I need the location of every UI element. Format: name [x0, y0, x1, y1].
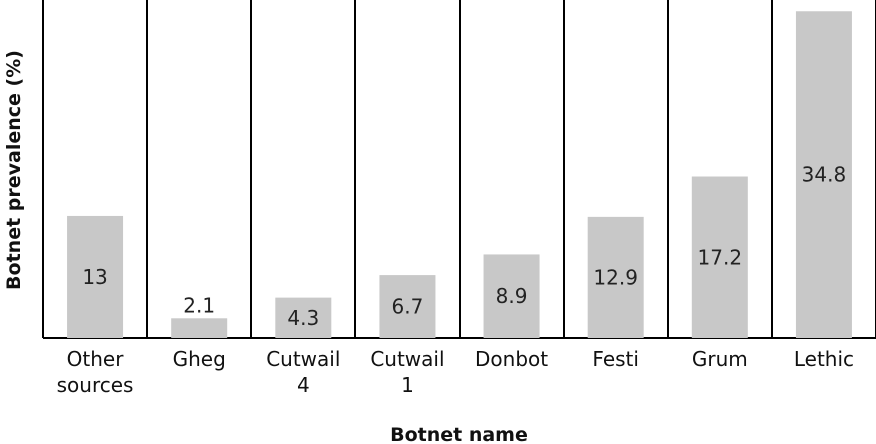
- x-tick-label: Cutwail 1: [370, 347, 444, 397]
- x-tick-label: Other sources: [57, 347, 134, 397]
- bar: [483, 254, 540, 338]
- value-label: 17.2: [698, 245, 743, 269]
- value-label: 6.7: [392, 295, 424, 319]
- bars-layer: [67, 11, 852, 339]
- y-axis-title: Botnet prevalence (%): [3, 50, 25, 290]
- value-label: 8.9: [496, 284, 528, 308]
- column-dividers: [42, 0, 876, 338]
- x-tick-label: Lethic: [794, 347, 854, 371]
- bar: [691, 176, 748, 338]
- value-label: 4.3: [287, 306, 319, 330]
- bar: [587, 216, 644, 338]
- x-tick-label: Festi: [592, 347, 639, 371]
- bar: [275, 297, 332, 338]
- value-labels-layer: 13 2.1 4.3 6.7 8.9 12.9 17.2 34.8: [82, 163, 846, 330]
- bar: [795, 11, 852, 339]
- bar: [379, 275, 436, 338]
- value-label: 12.9: [593, 265, 638, 289]
- bar: [67, 215, 124, 338]
- x-tick-labels-layer: Other sources Gheg Cutwail 4 Cutwail 1 Donbot Fe…: [57, 347, 854, 397]
- x-axis-title: Botnet name: [390, 424, 528, 444]
- value-label: 13: [82, 265, 107, 289]
- bar: [171, 318, 228, 338]
- value-label: 34.8: [802, 163, 847, 187]
- x-tick-label: Cutwail 4: [266, 347, 340, 397]
- x-tick-label: Grum: [692, 347, 748, 371]
- x-tick-label: Gheg: [173, 347, 226, 371]
- x-tick-label: Donbot: [475, 347, 548, 371]
- value-label: 2.1: [183, 293, 215, 317]
